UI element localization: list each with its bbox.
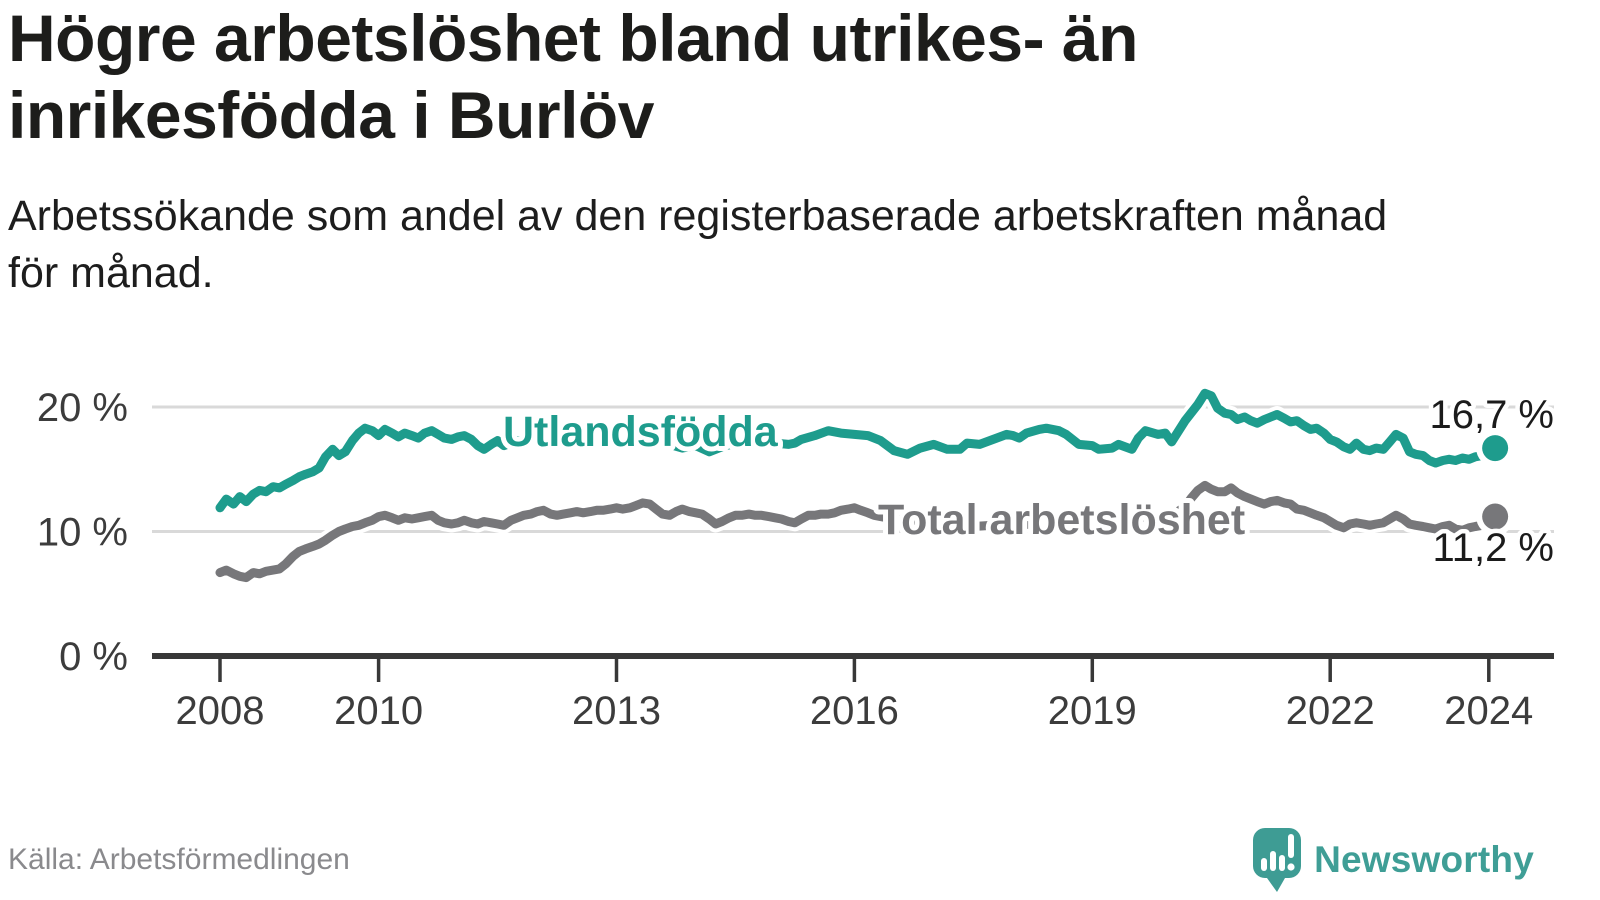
x-axis-tick-label: 2019 [1048, 689, 1137, 733]
x-axis-tick-label: 2010 [334, 689, 423, 733]
end-dot [1482, 503, 1509, 530]
y-axis-tick-label: 0 % [59, 635, 128, 679]
newsworthy-speech-bubble-chart-icon [1253, 828, 1302, 892]
page-subtitle: Arbetssökande som andel av den registerb… [8, 192, 1388, 297]
series-line-total-arbetsloshet [215, 480, 1500, 583]
end-value-label-total-arbetsloshet: 11,2 % [1432, 526, 1554, 570]
source-attribution: Källa: Arbetsförmedlingen [8, 843, 350, 876]
x-axis-tick-label: 2022 [1286, 689, 1375, 733]
x-axis-tick-label: 2016 [810, 689, 899, 733]
newsworthy-logo: Newsworthy [1253, 828, 1534, 892]
x-axis-tick-label: 2008 [176, 689, 265, 733]
y-axis-tick-label: 10 % [37, 511, 128, 555]
end-value-label-utlandsfodda: 16,7 % [1429, 393, 1554, 437]
series-label-total-arbetsloshet: Total arbetslöshet [878, 496, 1245, 544]
x-axis-tick-label: 2024 [1444, 689, 1533, 733]
y-axis-tick-label: 20 % [37, 386, 128, 430]
series-line-utlandsfodda [215, 388, 1500, 513]
series-label-utlandsfodda: Utlandsfödda [503, 408, 779, 456]
page-title: Högre arbetslöshet bland utrikes- än inr… [8, 1, 1138, 152]
end-dot [1482, 435, 1509, 462]
series-line-halo [211, 384, 1504, 517]
brand-name: Newsworthy [1314, 839, 1534, 880]
x-axis-tick-label: 2013 [572, 689, 661, 733]
